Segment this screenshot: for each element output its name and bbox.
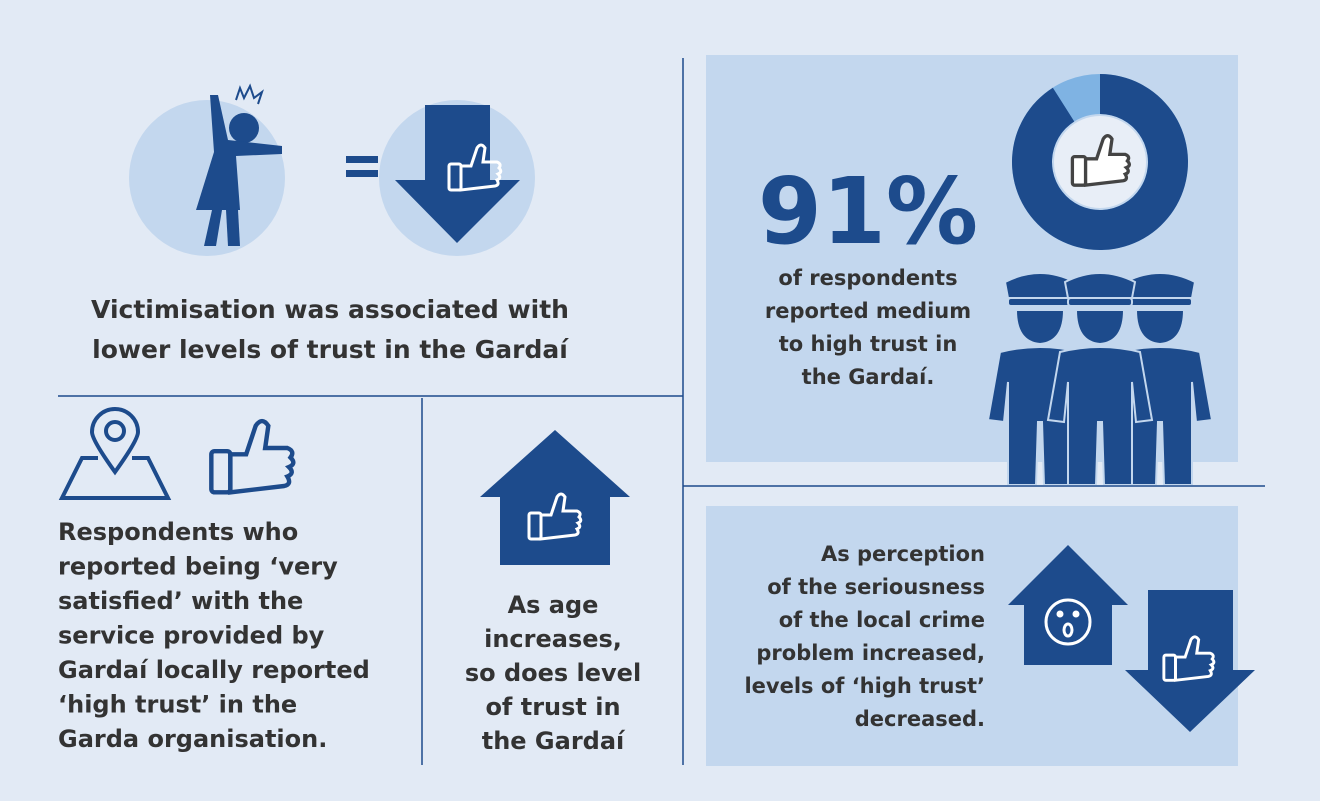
text-line: ‘high trust’ in the: [58, 691, 297, 719]
text-line: problem increased,: [756, 641, 985, 665]
thumb-outline-icon: [211, 421, 293, 492]
text-line: service provided by: [58, 622, 325, 650]
location-icon: [62, 409, 168, 498]
text-line: reported medium: [765, 299, 971, 323]
text-line: Garda organisation.: [58, 725, 327, 753]
text-line: increases,: [484, 625, 622, 653]
text-line: the Gardaí: [482, 727, 626, 755]
text-line: decreased.: [855, 707, 985, 731]
text-line: levels of ‘high trust’: [744, 674, 985, 698]
equals-sign: [346, 156, 378, 177]
text-line: Respondents who: [58, 518, 298, 546]
text-line: Victimisation was associated with: [91, 295, 569, 324]
text-line: the Gardaí.: [802, 365, 935, 389]
text-line: so does level: [465, 659, 641, 687]
text-line: to high trust in: [779, 332, 958, 356]
infographic: 91% Victimisation was associated with low…: [0, 0, 1320, 801]
up-arrow: [480, 430, 630, 565]
text-line: As perception: [821, 542, 985, 566]
text-line: lower levels of trust in the Gardaí: [92, 335, 569, 364]
text-line: of the seriousness: [767, 575, 985, 599]
text-line: satisfied’ with the: [58, 587, 303, 615]
text-line: As age: [508, 591, 599, 619]
text-line: of trust in: [485, 693, 620, 721]
text-line: Gardaí locally reported: [58, 656, 370, 684]
text-line: of respondents: [778, 266, 957, 290]
text-line: of the local crime: [779, 608, 985, 632]
trust-stat: 91%: [758, 158, 978, 265]
text-line: reported being ‘very: [58, 553, 338, 581]
